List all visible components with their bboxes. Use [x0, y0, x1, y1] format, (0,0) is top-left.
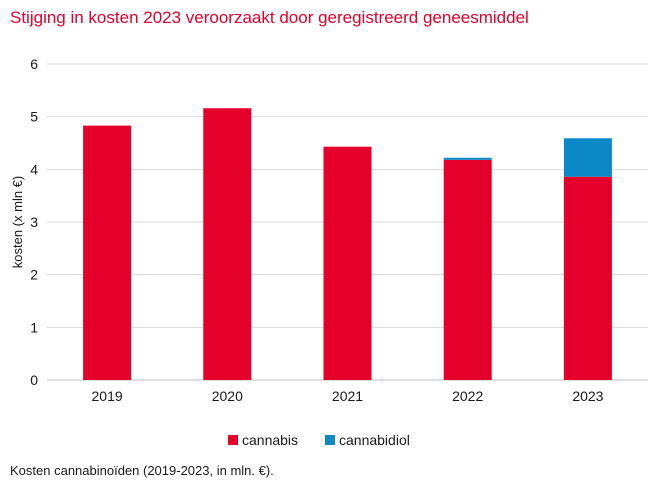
x-tick-label: 2020 — [212, 388, 243, 404]
y-tick-label: 4 — [30, 161, 38, 177]
chart-title: Stijging in kosten 2023 veroorzaakt door… — [10, 8, 529, 27]
bar-cannabis-2022 — [443, 159, 492, 380]
x-tick-label: 2023 — [572, 388, 603, 404]
x-tick-label: 2021 — [332, 388, 363, 404]
x-tick-label: 2022 — [452, 388, 483, 404]
bars — [83, 108, 612, 381]
y-tick-label: 1 — [30, 319, 38, 335]
y-axis-ticks: 0 1 2 3 4 5 6 — [30, 56, 38, 388]
y-axis-label: kosten (x mln €) — [10, 176, 25, 268]
y-tick-label: 3 — [30, 214, 38, 230]
x-axis-ticks: 2019 2020 2021 2022 2023 — [92, 388, 604, 404]
y-tick-label: 6 — [30, 56, 38, 72]
legend-label-cannabidiol: cannabidiol — [339, 432, 410, 448]
bar-cannabis-2020 — [203, 108, 252, 381]
bar-cannabidiol-2022 — [443, 157, 492, 160]
y-tick-label: 5 — [30, 109, 38, 125]
caption: Kosten cannabinoïden (2019-2023, in mln.… — [10, 463, 274, 478]
legend-swatch-cannabis — [228, 435, 238, 445]
bar-cannabis-2021 — [323, 146, 372, 380]
bar-cannabis-2023 — [563, 176, 612, 380]
bar-cannabis-2019 — [83, 125, 132, 381]
legend-swatch-cannabidiol — [325, 435, 335, 445]
bar-cannabidiol-2023 — [563, 138, 612, 177]
legend-label-cannabis: cannabis — [242, 432, 298, 448]
y-tick-label: 2 — [30, 267, 38, 283]
x-tick-label: 2019 — [92, 388, 123, 404]
legend: cannabis cannabidiol — [228, 432, 410, 448]
y-tick-label: 0 — [30, 372, 38, 388]
